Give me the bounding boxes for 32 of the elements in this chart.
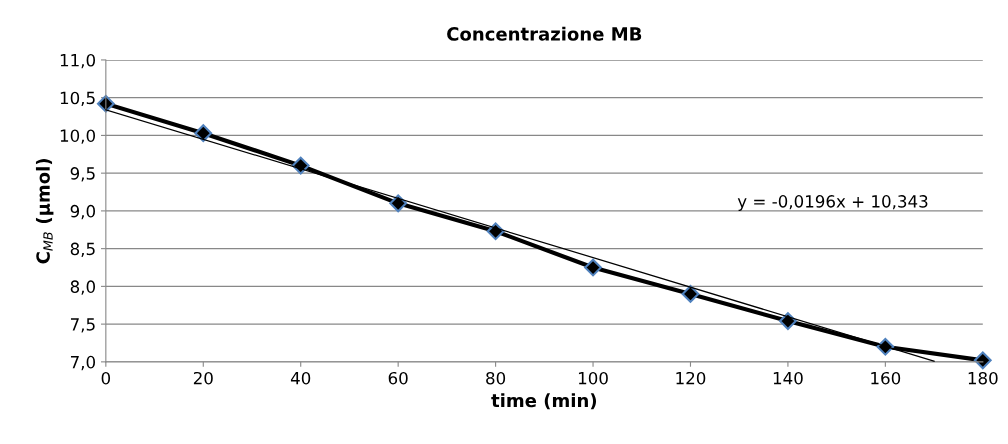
x-tick-label: 0 [101,371,111,385]
y-tick-label: 9,0 [70,204,96,220]
point [486,222,505,241]
x-tick-label: 160 [871,371,901,385]
x-tick-label: 180 [968,371,998,385]
chart-title: Concentrazione MB [447,26,642,41]
point [389,194,408,213]
x-axis-title: time (min) [491,393,597,410]
point [96,94,115,113]
x-tick-label: 60 [388,371,408,385]
y-tick-label: 7,5 [70,318,95,333]
point [291,156,310,175]
y-tick-label: 10,5 [60,91,95,106]
y-tick-label: 10,0 [60,129,96,144]
x-tick-label: 80 [486,371,506,385]
point [779,312,797,330]
point [973,351,992,370]
y-tick-label: 8,0 [70,280,96,295]
point [584,258,602,277]
y-tick-label: 11,0 [60,53,96,69]
annotation: y = -0,0196x + 10,343 [737,195,928,211]
x-tick-label: 20 [193,371,213,385]
x-tick-label: 40 [290,371,311,385]
y-tick-label: 8,5 [70,242,95,257]
x-tick-label: 140 [773,371,803,385]
x-tick-label: 100 [578,371,608,385]
point [681,285,700,303]
point [194,124,213,143]
y-tick-label: 9,5 [70,167,95,182]
x-tick-label: 120 [676,371,706,385]
y-axis-title: C$_{MB}$ (µmol) [35,159,54,264]
y-tick-label: 7,0 [70,355,96,371]
